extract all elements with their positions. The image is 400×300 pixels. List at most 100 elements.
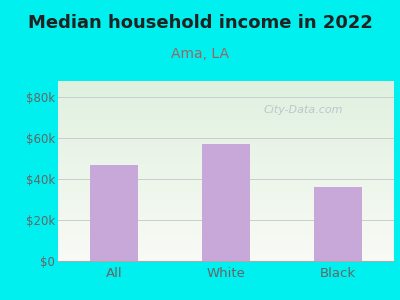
- Bar: [58, 86, 394, 88]
- Bar: [58, 248, 394, 250]
- Bar: [58, 94, 394, 95]
- Bar: [58, 95, 394, 97]
- Bar: [58, 88, 394, 90]
- Bar: [58, 198, 394, 200]
- Bar: [58, 203, 394, 205]
- Bar: [58, 205, 394, 207]
- Bar: [58, 155, 394, 157]
- Bar: [58, 218, 394, 220]
- Bar: [58, 256, 394, 257]
- Bar: [58, 142, 394, 144]
- Bar: [58, 169, 394, 171]
- Bar: [58, 252, 394, 254]
- Bar: [58, 101, 394, 103]
- Bar: [58, 211, 394, 212]
- Bar: [58, 126, 394, 128]
- Bar: [58, 110, 394, 112]
- Text: City-Data.com: City-Data.com: [264, 105, 343, 115]
- Bar: [58, 185, 394, 187]
- Bar: [58, 108, 394, 110]
- Bar: [58, 97, 394, 99]
- Bar: [58, 184, 394, 185]
- Bar: [202, 144, 250, 261]
- Bar: [58, 223, 394, 225]
- Bar: [58, 207, 394, 209]
- Bar: [58, 122, 394, 124]
- Bar: [58, 90, 394, 92]
- Bar: [58, 128, 394, 130]
- Bar: [58, 160, 394, 162]
- Bar: [58, 148, 394, 149]
- Bar: [58, 81, 394, 83]
- Bar: [58, 239, 394, 241]
- Bar: [58, 171, 394, 173]
- Bar: [58, 83, 394, 85]
- Bar: [58, 234, 394, 236]
- Bar: [58, 117, 394, 119]
- Bar: [58, 230, 394, 232]
- Bar: [58, 144, 394, 146]
- Bar: [90, 165, 138, 261]
- Bar: [58, 194, 394, 196]
- Bar: [58, 131, 394, 133]
- Bar: [58, 238, 394, 239]
- Bar: [58, 158, 394, 160]
- Bar: [58, 243, 394, 245]
- Bar: [58, 229, 394, 230]
- Bar: [58, 104, 394, 106]
- Bar: [58, 137, 394, 139]
- Bar: [58, 121, 394, 122]
- Bar: [58, 209, 394, 211]
- Bar: [58, 157, 394, 158]
- Bar: [58, 151, 394, 153]
- Bar: [58, 212, 394, 214]
- Bar: [58, 202, 394, 203]
- Bar: [58, 259, 394, 261]
- Bar: [58, 232, 394, 234]
- Bar: [58, 227, 394, 229]
- Bar: [58, 182, 394, 184]
- Text: Ama, LA: Ama, LA: [171, 46, 229, 61]
- Bar: [58, 173, 394, 175]
- Bar: [314, 188, 362, 261]
- Bar: [58, 250, 394, 252]
- Bar: [58, 119, 394, 121]
- Bar: [58, 92, 394, 94]
- Bar: [58, 112, 394, 113]
- Bar: [58, 196, 394, 198]
- Bar: [58, 214, 394, 216]
- Bar: [58, 245, 394, 247]
- Bar: [58, 106, 394, 108]
- Bar: [58, 257, 394, 259]
- Bar: [58, 140, 394, 142]
- Bar: [58, 193, 394, 194]
- Bar: [58, 189, 394, 191]
- Bar: [58, 135, 394, 137]
- Bar: [58, 200, 394, 202]
- Bar: [58, 236, 394, 238]
- Bar: [58, 175, 394, 176]
- Bar: [58, 247, 394, 248]
- Bar: [58, 162, 394, 164]
- Bar: [58, 216, 394, 218]
- Bar: [58, 85, 394, 86]
- Bar: [58, 133, 394, 135]
- Bar: [58, 166, 394, 167]
- Bar: [58, 220, 394, 221]
- Bar: [58, 124, 394, 126]
- Bar: [58, 241, 394, 243]
- Bar: [58, 178, 394, 180]
- Bar: [58, 176, 394, 178]
- Bar: [58, 221, 394, 223]
- Bar: [58, 103, 394, 104]
- Bar: [58, 130, 394, 131]
- Bar: [58, 187, 394, 189]
- Bar: [58, 254, 394, 256]
- Bar: [58, 191, 394, 193]
- Bar: [58, 153, 394, 155]
- Bar: [58, 180, 394, 182]
- Bar: [58, 164, 394, 166]
- Bar: [58, 167, 394, 169]
- Bar: [58, 146, 394, 148]
- Bar: [58, 139, 394, 140]
